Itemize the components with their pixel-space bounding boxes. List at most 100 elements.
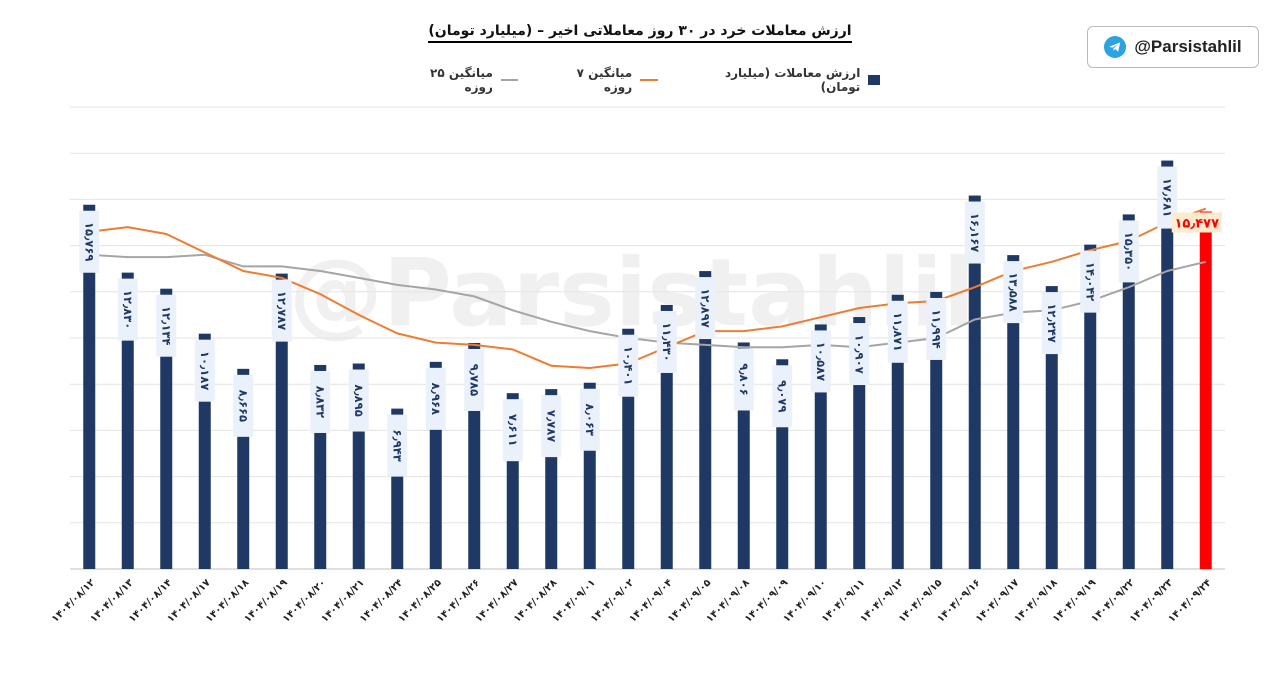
telegram-badge[interactable]: @Parsistahlil (1087, 26, 1259, 68)
data-label-bg (387, 414, 408, 477)
data-label: ۱۳٫۵۸۸ (1006, 272, 1020, 311)
data-label-bg (502, 399, 523, 462)
bar (275, 273, 288, 569)
data-label-group: ۱۲٫۷۸۷ (271, 279, 292, 342)
bar (121, 272, 134, 569)
data-label-bg (772, 365, 793, 428)
data-label-group: ۸٫۸۹۵ (348, 369, 369, 432)
data-label-bg (117, 278, 138, 341)
chart-legend: ارزش معاملات (میلیارد تومان) میانگین ۷ ر… (400, 66, 880, 94)
data-label-group: ۸٫۸۳۲ (310, 370, 331, 433)
data-label: ۸٫۰۶۳ (583, 404, 597, 436)
data-label-group: ۱۱٫۸۷۱ (887, 300, 908, 363)
data-label-group: ۱۱٫۴۳۰ (656, 310, 677, 373)
bar (930, 291, 943, 569)
data-label: ۱۰٫۴۰۱ (621, 346, 635, 385)
data-label: ۱۲٫۸۳۰ (121, 290, 135, 329)
data-label: ۱۲٫۱۳۴ (159, 306, 173, 345)
data-label-bg (926, 297, 947, 360)
data-label: ۹٫۰۷۹ (775, 380, 789, 412)
legend-item-value: ارزش معاملات (میلیارد تومان) (686, 66, 880, 94)
bar (1199, 211, 1212, 569)
data-label-bg (233, 374, 254, 437)
data-label-bg (1003, 261, 1024, 324)
legend-label-ma7: میانگین ۷ روزه (576, 66, 633, 94)
data-label-group: ۸٫۹۶۸ (425, 367, 446, 430)
data-label: ۱۵٫۳۵۰ (1122, 232, 1136, 271)
bar (83, 204, 96, 570)
data-label: ۸٫۶۶۵ (236, 390, 250, 422)
data-label: ۶٫۹۴۳ (390, 429, 404, 461)
data-label: ۱۰٫۵۸۷ (814, 342, 828, 381)
channel-handle: @Parsistahlil (1134, 37, 1242, 56)
data-label-bg (541, 395, 562, 458)
data-label-bg (348, 369, 369, 432)
legend-item-ma7: میانگین ۷ روزه (546, 66, 658, 94)
data-label: ۱۲٫۲۴۷ (1045, 303, 1059, 342)
data-label-bg (271, 279, 292, 342)
data-label-bg (194, 339, 215, 402)
data-label-bg (579, 388, 600, 451)
data-label-bg (1171, 212, 1222, 233)
data-label: ۱۰٫۱۸۷ (198, 351, 212, 390)
data-label: ۱۲٫۸۹۷ (698, 288, 712, 327)
data-label-bg (887, 300, 908, 363)
data-label-group: ۱۰٫۴۰۱ (618, 334, 639, 397)
data-label: ۸٫۸۹۵ (352, 384, 366, 416)
data-label: ۱۱٫۹۹۴ (929, 309, 943, 348)
data-label-group: ۷٫۷۸۷ (541, 395, 562, 458)
data-label-bg (464, 348, 485, 411)
data-label: ۱۷٫۶۸۱ (1160, 178, 1174, 217)
legend-label-ma25: میانگین ۲۵ روزه (430, 66, 493, 94)
data-label-group: ۱۴٫۰۴۲ (1080, 250, 1101, 313)
bar (1084, 244, 1097, 569)
data-label-bg (1118, 220, 1139, 283)
data-label-group: ۱۰٫۵۸۷ (810, 330, 831, 393)
data-label-group: ۹٫۰۷۹ (772, 365, 793, 428)
data-label: ۸٫۸۳۲ (313, 386, 327, 418)
data-label-group: ۱۱٫۹۹۴ (926, 297, 947, 360)
data-label: ۸٫۹۶۸ (429, 383, 443, 415)
bar (1045, 286, 1058, 569)
chart-title: ارزش معاملات خرد در ۳۰ روز معاملاتی اخیر… (428, 23, 852, 43)
legend-swatch-bar (868, 75, 880, 85)
data-label: ۱۶٫۱۶۷ (968, 213, 982, 252)
data-label-group: ۱۲٫۱۳۴ (156, 294, 177, 357)
chart-gridlines (70, 106, 1225, 570)
data-label-bg (849, 323, 870, 386)
data-label-bg (695, 277, 716, 340)
data-label-bg (1041, 292, 1062, 355)
data-label-group: ۹٫۸۰۶ (733, 348, 754, 411)
data-label: ۱۱٫۴۳۰ (660, 322, 674, 361)
data-label-bg (425, 367, 446, 430)
legend-item-ma25: میانگین ۲۵ روزه (400, 66, 519, 94)
data-label: ۷٫۷۸۷ (544, 410, 558, 442)
data-label-bg (156, 294, 177, 357)
data-label-bg (79, 210, 100, 273)
data-label: ۹٫۷۸۵ (467, 364, 481, 396)
data-label: ۷٫۶۱۱ (506, 414, 520, 446)
data-label-group: ۹٫۷۸۵ (464, 348, 485, 411)
bar (1122, 214, 1135, 570)
data-label: ۱۵٫۷۶۹ (82, 222, 96, 261)
data-labels: ۱۵٫۷۶۹ ۱۲٫۸۳۰ ۱۲٫۱۳۴ ۱۰٫۱۸۷ ۸٫۶۶۵ ۱۲٫۷۸۷ ۸٫۸۳۲… (79, 166, 1222, 477)
data-label-group: ۱۳٫۵۸۸ (1003, 261, 1024, 324)
data-label-bg (310, 370, 331, 433)
data-label: ۱۰٫۹۰۷ (852, 334, 866, 373)
data-label-bg (810, 330, 831, 393)
data-label: ۹٫۸۰۶ (737, 363, 751, 395)
chart-title-wrap: ارزش معاملات خرد در ۳۰ روز معاملاتی اخیر… (0, 20, 1280, 43)
data-label-bg (656, 310, 677, 373)
bar (1161, 160, 1174, 569)
data-label-group: ۸٫۰۶۳ (579, 388, 600, 451)
bar (1007, 255, 1020, 570)
data-label-group: ۱۶٫۱۶۷ (964, 201, 985, 264)
data-label-group: ۱۰٫۹۰۷ (849, 323, 870, 386)
legend-label-value: ارزش معاملات (میلیارد تومان) (724, 66, 861, 94)
data-label-group: ۷٫۶۱۱ (502, 399, 523, 462)
data-label: ۱۵٫۴۷۷ (1174, 216, 1219, 231)
bar (891, 294, 904, 569)
data-label-bg (964, 201, 985, 264)
data-label-group: ۱۲٫۸۹۷ (695, 277, 716, 340)
